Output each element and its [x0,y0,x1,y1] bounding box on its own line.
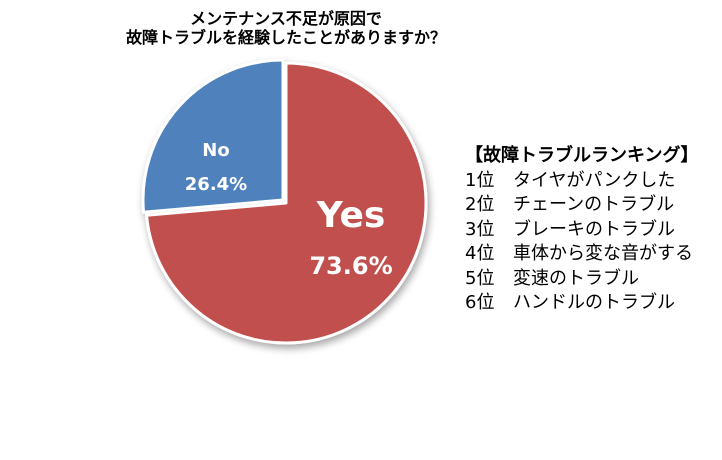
ranking-text: ブレーキのトラブル [513,218,675,240]
pie-labels: Yes 73.6% No 26.4% [185,140,393,280]
ranking-rank: 4位 [465,243,495,264]
slice-value-no: 26.4% [185,174,247,195]
ranking-title: 【故障トラブルランキング】 [465,145,699,166]
trouble-ranking: 【故障トラブルランキング】 1位 タイヤがパンクした 2位 チェーンのトラブル 3位… [465,144,698,316]
ranking-item: 6位 ハンドルのトラブル [465,291,698,316]
ranking-text: 車体から変な音がする [513,243,693,264]
ranking-text: 変速のトラブル [513,267,639,289]
ranking-item: 4位 車体から変な音がする [465,242,698,267]
ranking-item: 2位 チェーンのトラブル [465,193,698,218]
chart-title-line-1: メンテナンス不足が原因で [190,9,382,28]
slice-label-no: No [202,140,229,161]
ranking-item: 5位 変速のトラブル [465,267,698,292]
ranking-item: 1位 タイヤがパンクした [465,169,698,194]
chart-title-line-2: 故障トラブルを経験したことがありますか？ [125,28,446,47]
ranking-rank: 5位 [465,267,495,289]
ranking-rank: 1位 [465,169,495,191]
ranking-rank: 2位 [465,194,495,215]
ranking-text: チェーンのトラブル [513,194,675,215]
pie-slice-no [141,58,285,214]
chart-title: メンテナンス不足が原因で 故障トラブルを経験したことがありますか？ [0,9,572,47]
pie-slice-yes [145,61,428,345]
ranking-text: タイヤがパンクした [513,169,676,191]
ranking-text: ハンドルのトラブル [513,292,675,313]
ranking-item: 3位 ブレーキのトラブル [465,218,698,243]
slice-value-yes: 73.6% [309,252,392,280]
ranking-rank: 6位 [465,292,495,313]
ranking-rank: 3位 [465,218,495,240]
slice-label-yes: Yes [316,195,386,236]
pie-slices [141,58,428,345]
